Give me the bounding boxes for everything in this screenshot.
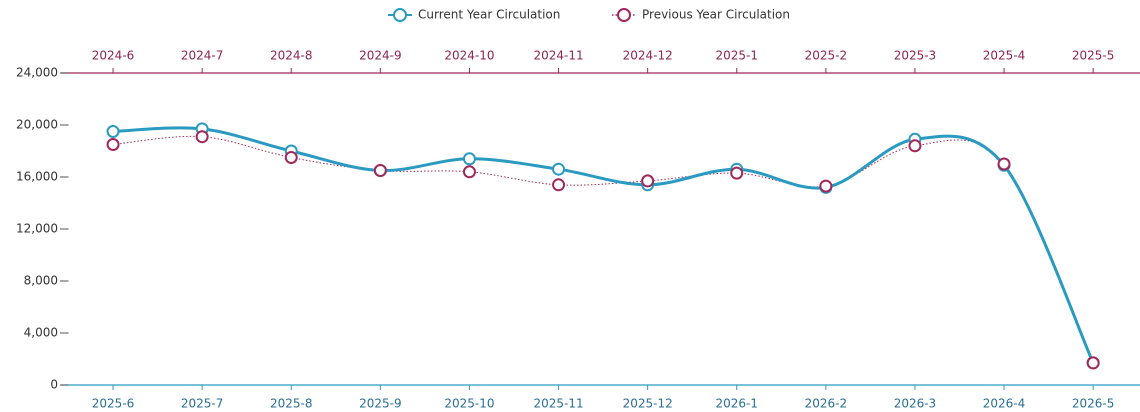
data-point [552,178,566,192]
top-x-tick-label: 2024-6 [92,49,135,63]
top-x-tick-label: 2024-7 [181,49,224,63]
series-line [113,135,1094,364]
data-point [730,166,744,180]
legend-marker [393,8,407,22]
legend-label: Current Year Circulation [418,8,560,22]
legend-marker [617,8,631,22]
x-tick-label: 2026-3 [894,397,937,411]
top-x-tick-label: 2025-2 [805,49,848,63]
y-tick-label: 12,000 [16,222,58,236]
data-point [1086,356,1100,370]
top-x-tick-label: 2024-10 [444,49,494,63]
data-point [908,139,922,153]
y-tick-label: 4,000 [24,326,58,340]
data-point [373,164,387,177]
data-point [819,179,833,193]
data-point [195,130,209,144]
top-x-tick-label: 2024-11 [533,49,583,63]
x-tick-label: 2025-9 [359,397,402,411]
x-tick-label: 2025-6 [92,397,135,411]
top-x-tick-label: 2025-1 [715,49,758,63]
top-x-tick-label: 2024-9 [359,49,402,63]
x-tick-label: 2026-5 [1072,397,1115,411]
data-point [552,162,566,176]
y-tick-label: 24,000 [16,66,58,80]
top-x-tick-label: 2024-12 [623,49,673,63]
x-tick-label: 2025-8 [270,397,313,411]
y-tick-label: 16,000 [16,170,58,184]
x-tick-label: 2025-11 [533,397,583,411]
series-line [113,126,1095,364]
y-tick-label: 0 [50,378,58,392]
top-x-tick-label: 2024-8 [270,49,313,63]
data-point [462,152,476,166]
top-x-tick-label: 2025-3 [894,49,937,63]
top-x-tick-label: 2025-4 [983,49,1026,63]
y-tick-label: 20,000 [16,118,58,132]
data-point [106,125,120,138]
x-tick-label: 2025-10 [444,397,494,411]
x-tick-label: 2025-12 [623,397,673,411]
x-tick-label: 2025-7 [181,397,224,411]
x-tick-label: 2026-1 [715,397,758,411]
data-point [284,151,298,164]
data-point [997,157,1011,171]
x-tick-label: 2026-2 [805,397,848,411]
data-point [641,174,655,188]
y-tick-label: 8,000 [24,274,58,288]
x-tick-label: 2026-4 [983,397,1026,411]
data-point [462,165,476,179]
legend-label: Previous Year Circulation [642,8,790,22]
data-point [106,138,120,151]
top-x-tick-label: 2025-5 [1072,49,1115,63]
